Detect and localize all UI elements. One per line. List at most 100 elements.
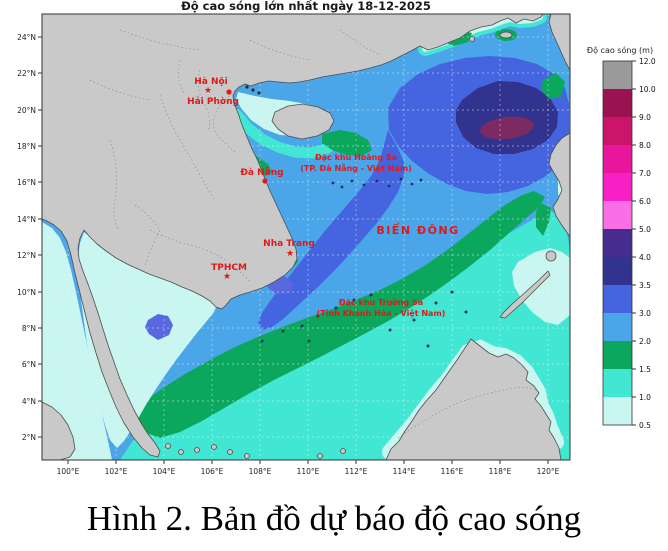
lat-tick: 6°N [22, 360, 36, 369]
sea-1520-hainan-se [322, 130, 372, 156]
colorbar-tick: 3.0 [639, 309, 651, 318]
map-label-hanoi: Hà Nội [194, 77, 228, 87]
paracel-islands [331, 177, 423, 189]
colorbar-segment [603, 257, 632, 285]
figure-caption: Hình 2. Bản đồ dự báo độ cao sóng [86, 499, 582, 538]
land-borneo [385, 338, 562, 460]
marker-hanoi-star: ★ [204, 86, 212, 96]
map-label-danang: Đà Nẵng [240, 167, 283, 178]
colorbar-tick: 4.0 [639, 253, 651, 262]
lat-tick: 22°N [17, 69, 36, 78]
colorbar-segment [603, 313, 632, 341]
colorbar-segment [603, 285, 632, 313]
lon-tick: 108°E [249, 467, 272, 476]
sea-3035-patch-a [145, 314, 173, 340]
colorbar-segment [603, 145, 632, 173]
lon-tick: 116°E [441, 467, 464, 476]
marker-danang-dot [262, 178, 268, 184]
map-canvas: Hà Nội ★ Hải Phòng Đà Nẵng Nha Trang ★ T… [17, 0, 656, 476]
colorbar-segment [603, 173, 632, 201]
map-label-hoangsa-2: (TP. Đà Nẵng - Việt Nam) [300, 163, 412, 173]
colorbar-segment [603, 229, 632, 257]
lon-tick: 106°E [201, 467, 224, 476]
colorbar-tick: 5.0 [639, 225, 651, 234]
map-label-nhatrang: Nha Trang [263, 239, 315, 249]
land-mainland-asia [42, 14, 544, 458]
marker-nhatrang-star: ★ [286, 249, 294, 259]
sea-1520-luzon-coast [536, 203, 551, 236]
colorbar-tick: 1.5 [639, 365, 651, 374]
colorbar-border [602, 60, 633, 426]
map-label-tphcm: TPHCM [211, 263, 247, 273]
land-taiwan [548, 14, 570, 71]
colorbar-tick: 12.0 [639, 57, 656, 66]
land-island-hk [469, 36, 475, 42]
colorbar-tick: 9.0 [639, 113, 651, 122]
colorbar-segment [603, 397, 632, 425]
x-axis: 100°E 102°E 104°E 106°E 108°E 110°E 112°… [57, 460, 560, 476]
land-island-s5 [227, 449, 233, 455]
land-palawan [499, 270, 551, 319]
map-label-hoangsa-1: Đặc khu Hoàng Sa [315, 153, 397, 162]
map-label-truongsa-2: (Tỉnh Khánh Hòa - Việt Nam) [317, 308, 446, 318]
lon-tick: 104°E [153, 467, 176, 476]
map-label-bien-dong: BIỂN ĐÔNG [376, 222, 459, 237]
marker-haiphong-dot [226, 89, 232, 95]
sea-4050-core [480, 116, 534, 140]
colorbar-tick: 2.0 [639, 337, 651, 346]
lat-tick: 14°N [17, 215, 36, 224]
land-sumatra [42, 401, 76, 460]
colorbar-tick: 3.5 [639, 281, 651, 290]
colorbar-tick: 8.0 [639, 141, 651, 150]
lon-tick: 120°E [537, 467, 560, 476]
map-plot-area: Hà Nội ★ Hải Phòng Đà Nẵng Nha Trang ★ T… [42, 14, 570, 460]
spratly-islands [260, 290, 468, 348]
place-labels: Hà Nội ★ Hải Phòng Đà Nẵng Nha Trang ★ T… [187, 77, 459, 318]
admin-borders [89, 29, 537, 439]
landmasses [42, 14, 570, 460]
lat-tick: 18°N [17, 142, 36, 151]
lat-tick: 10°N [17, 288, 36, 297]
colorbar-segment [603, 61, 632, 89]
map-title: Độ cao sóng lớn nhất ngày 18-12-2025 [181, 0, 431, 13]
plot-border [41, 13, 571, 461]
lon-tick: 110°E [297, 467, 320, 476]
y-axis: 24°N 22°N 20°N 18°N 16°N 14°N 12°N 10°N … [17, 33, 42, 442]
sea-3035-band [258, 130, 404, 330]
sea-0510-philippines [512, 248, 570, 325]
sea-1520-band [134, 191, 545, 438]
lat-tick: 4°N [22, 397, 36, 406]
land-island-s3 [194, 447, 200, 453]
colorbar-tick: 7.0 [639, 169, 651, 178]
map-label-truongsa-1: Đặc khu Trường Sa [339, 297, 423, 307]
colorbar-title: Độ cao sóng (m) [587, 45, 653, 55]
land-island-s8 [340, 448, 346, 454]
halong-islands [245, 85, 261, 95]
lat-tick: 20°N [17, 106, 36, 115]
sea-1015-tonkin-ring [231, 109, 342, 159]
colorbar-segment [603, 89, 632, 117]
lat-tick: 2°N [22, 433, 36, 442]
land-hainan [271, 103, 335, 140]
colorbar-segment [603, 369, 632, 397]
lat-tick: 24°N [17, 33, 36, 42]
land-luzon [548, 132, 570, 238]
colorbar-segment [603, 201, 632, 229]
lon-tick: 100°E [57, 467, 80, 476]
sea-1520-taiwan-bank [541, 73, 565, 99]
lon-tick: 112°E [345, 467, 368, 476]
land-island-s6 [244, 453, 250, 459]
colorbar-tick: 6.0 [639, 197, 651, 206]
map-label-haiphong: Hải Phòng [187, 96, 239, 107]
sea-0510-andaman [42, 222, 112, 460]
map-figure: Hà Nội ★ Hải Phòng Đà Nẵng Nha Trang ★ T… [17, 0, 656, 476]
colorbar-segment [603, 117, 632, 145]
lon-tick: 102°E [105, 467, 128, 476]
colorbar-tick: 10.0 [639, 85, 656, 94]
land-mindoro [545, 250, 557, 262]
colorbar-tick: 0.5 [639, 421, 651, 430]
lon-tick: 118°E [489, 467, 512, 476]
colorbar-segment [603, 341, 632, 369]
land-island-s7 [317, 453, 323, 459]
